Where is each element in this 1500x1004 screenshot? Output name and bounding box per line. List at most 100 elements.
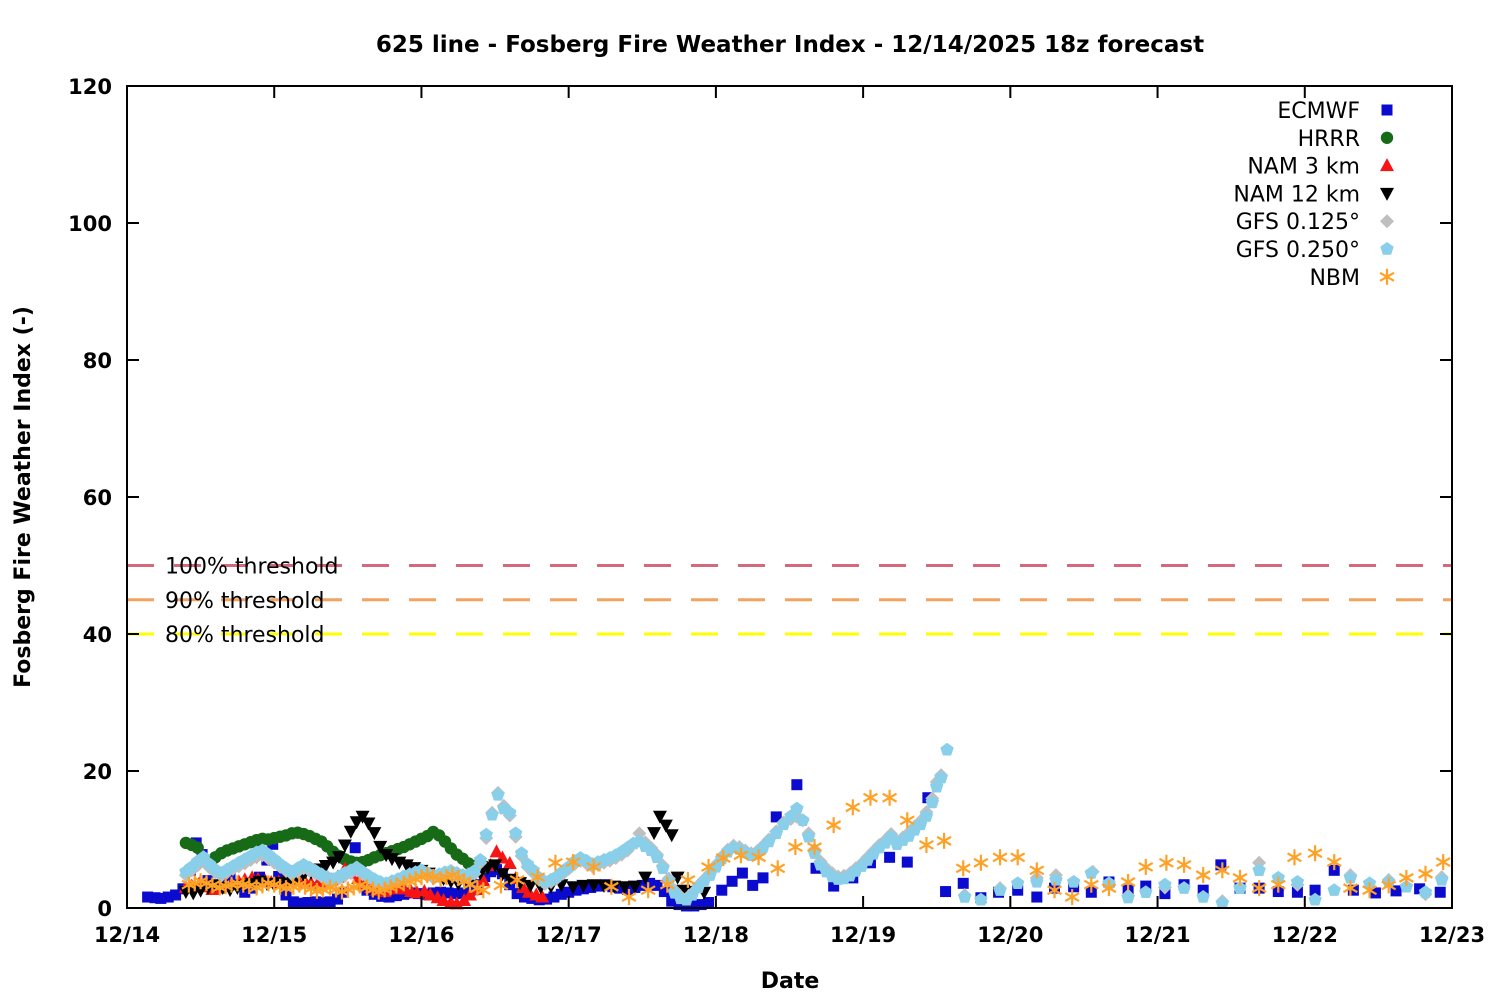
marker	[302, 897, 314, 909]
marker	[664, 829, 679, 843]
legend-label-ecmwf: ECMWF	[1277, 99, 1360, 124]
marker	[435, 886, 447, 898]
marker	[390, 890, 402, 902]
marker	[666, 895, 678, 907]
marker	[503, 805, 517, 819]
marker	[1291, 886, 1303, 898]
marker	[1030, 874, 1044, 888]
threshold-label-90-threshold: 90% threshold	[165, 589, 325, 614]
marker	[1049, 872, 1063, 886]
marker	[467, 864, 482, 877]
marker	[349, 816, 364, 830]
threshold-lines: 100% threshold 90% threshold 80% threshold	[127, 555, 1452, 648]
marker	[1290, 874, 1305, 888]
x-tick-label: 12/20	[977, 923, 1043, 947]
marker	[317, 897, 329, 909]
marker	[940, 886, 952, 898]
marker	[361, 817, 376, 831]
x-tick-label: 12/17	[536, 923, 602, 947]
marker	[449, 896, 464, 910]
marker	[934, 770, 948, 784]
marker	[1327, 883, 1341, 896]
marker	[1362, 885, 1378, 896]
y-tick-label: 20	[83, 760, 112, 784]
marker	[899, 815, 915, 826]
threshold-label-80-threshold: 80% threshold	[165, 623, 325, 648]
x-tick-label: 12/21	[1124, 923, 1190, 947]
marker	[1399, 879, 1414, 893]
marker	[491, 787, 505, 801]
legend-label-nam-3-km: NAM 3 km	[1247, 155, 1360, 180]
marker	[1309, 884, 1321, 896]
marker	[495, 868, 510, 882]
marker	[1418, 885, 1433, 898]
marker	[1398, 872, 1414, 883]
marker	[565, 857, 581, 868]
marker	[485, 807, 499, 821]
marker	[463, 887, 478, 901]
marker	[1380, 158, 1394, 172]
marker	[882, 792, 898, 803]
x-tick-label: 12/22	[1272, 923, 1338, 947]
marker	[1270, 879, 1286, 890]
legend-label-gfs-0-125: GFS 0.125°	[1236, 210, 1360, 235]
x-tick-label: 12/23	[1419, 923, 1485, 947]
marker	[337, 839, 352, 853]
x-tick-label: 12/18	[683, 923, 749, 947]
marker	[309, 896, 321, 908]
marker	[191, 841, 204, 854]
marker	[249, 882, 265, 893]
marker	[585, 881, 597, 893]
marker	[502, 855, 517, 869]
marker	[379, 849, 394, 863]
marker	[202, 875, 214, 887]
marker	[1139, 885, 1153, 898]
marker	[736, 867, 748, 879]
marker	[770, 811, 782, 823]
marker	[884, 851, 896, 863]
marker	[638, 871, 653, 885]
x-tick-label: 12/19	[830, 923, 896, 947]
marker	[770, 863, 786, 874]
marker	[509, 874, 525, 885]
marker	[193, 884, 208, 898]
marker	[974, 892, 988, 906]
marker	[149, 892, 161, 904]
marker	[1010, 876, 1025, 890]
marker	[332, 851, 346, 865]
threshold-label-100-threshold: 100% threshold	[165, 555, 339, 580]
series-nbm	[181, 789, 1451, 906]
marker	[1215, 859, 1227, 871]
marker	[791, 779, 803, 791]
data-series	[142, 742, 1451, 912]
marker	[278, 883, 294, 894]
marker	[309, 885, 325, 896]
marker	[640, 885, 656, 896]
marker	[1307, 848, 1323, 859]
marker	[449, 888, 461, 900]
marker	[383, 882, 399, 893]
marker	[181, 879, 197, 890]
marker	[187, 878, 203, 889]
legend-label-nam-12-km: NAM 12 km	[1233, 182, 1360, 207]
marker	[632, 826, 647, 841]
marker	[1380, 187, 1394, 201]
marker	[212, 882, 228, 893]
marker	[1380, 214, 1394, 229]
marker	[433, 874, 449, 885]
marker	[285, 881, 301, 892]
marker	[488, 859, 503, 873]
marker	[548, 891, 560, 903]
marker	[919, 809, 934, 822]
marker	[747, 879, 759, 891]
legend-label-hrrr: HRRR	[1298, 127, 1360, 152]
marker	[627, 880, 642, 894]
marker	[1434, 886, 1446, 898]
marker	[485, 866, 497, 878]
marker	[1158, 877, 1172, 891]
marker	[523, 879, 538, 893]
marker	[957, 877, 969, 889]
marker	[442, 887, 454, 899]
marker	[680, 900, 692, 912]
